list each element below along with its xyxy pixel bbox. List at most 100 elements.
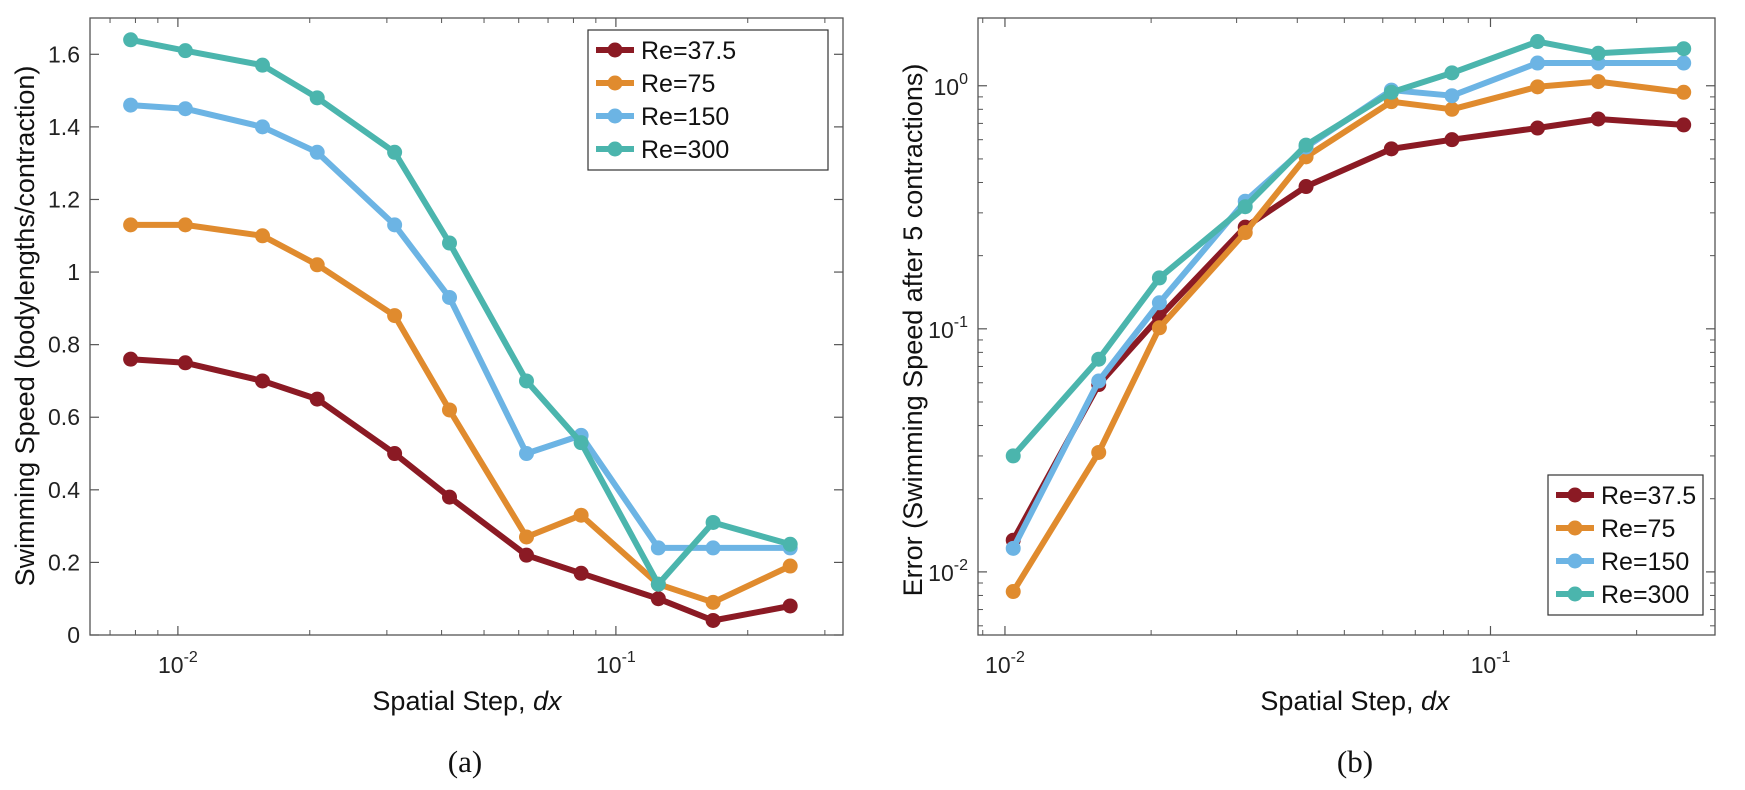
data-point-re-75	[1590, 74, 1606, 90]
data-point-re-150	[387, 217, 403, 233]
data-point-re-37-5	[1676, 117, 1692, 133]
data-point-re-37-5	[518, 547, 534, 563]
data-point-re-37-5	[1298, 179, 1314, 195]
data-point-re-75	[1151, 320, 1167, 336]
data-point-re-75	[442, 402, 458, 418]
legend-label: Re=37.5	[1601, 482, 1696, 510]
data-point-re-37-5	[1383, 141, 1399, 157]
data-point-re-37-5	[705, 612, 721, 628]
y-tick-label: 0.2	[48, 549, 80, 575]
data-point-re-37-5	[177, 355, 193, 371]
data-point-re-37-5	[123, 351, 139, 367]
data-point-re-300	[309, 90, 325, 106]
data-point-re-150	[1676, 55, 1692, 71]
series-line-re-300	[1010, 38, 1687, 459]
legend-label: Re=300	[1601, 581, 1689, 609]
data-point-re-37-5	[1444, 132, 1460, 148]
data-point-re-37-5	[573, 565, 589, 581]
data-point-re-37-5	[309, 391, 325, 407]
data-point-re-150	[254, 119, 270, 135]
data-point-re-150	[705, 540, 721, 556]
plot-a-series	[123, 32, 798, 628]
data-point-re-75	[1530, 79, 1546, 95]
y-tick-label: 1	[67, 259, 80, 285]
legend-marker	[607, 75, 623, 91]
data-point-re-37-5	[254, 373, 270, 389]
legend-label: Re=37.5	[641, 37, 736, 65]
data-point-re-300	[1298, 137, 1314, 153]
x-tick-label: 10-2	[985, 649, 1025, 678]
legend-marker	[607, 42, 623, 58]
x-tick-label: 10-1	[1471, 649, 1511, 678]
legend-label: Re=75	[641, 70, 715, 98]
y-tick-label: 1.4	[48, 114, 80, 140]
legend-marker	[607, 141, 623, 157]
data-point-re-75	[1676, 84, 1692, 100]
data-point-re-150	[309, 144, 325, 160]
data-point-re-150	[1005, 540, 1021, 556]
data-point-re-75	[705, 594, 721, 610]
legend-marker	[1567, 586, 1583, 602]
plot-b-legend: Re=37.5 Re=75 Re=150 Re=300	[1547, 474, 1704, 616]
data-point-re-75	[1237, 225, 1253, 241]
data-point-re-300	[1676, 41, 1692, 57]
data-point-re-37-5	[1530, 120, 1546, 136]
data-point-re-300	[650, 576, 666, 592]
y-tick-label: 0.8	[48, 332, 80, 358]
y-tick-label: 0.4	[48, 477, 80, 503]
data-point-re-37-5	[1590, 111, 1606, 127]
data-point-re-300	[1530, 34, 1546, 50]
plot-a-xlabel: Spatial Step, dx	[372, 686, 563, 716]
legend-label: Re=75	[1601, 515, 1675, 543]
data-point-re-75	[387, 308, 403, 324]
data-point-re-75	[309, 257, 325, 273]
data-point-re-300	[442, 235, 458, 251]
legend-marker	[1567, 553, 1583, 569]
legend-label: Re=150	[1601, 548, 1689, 576]
y-tick-label: 100	[934, 71, 969, 100]
x-tick-label: 10-1	[596, 649, 636, 678]
data-point-re-37-5	[442, 489, 458, 505]
data-point-re-300	[705, 514, 721, 530]
data-point-re-300	[254, 57, 270, 73]
data-point-re-300	[1237, 199, 1253, 215]
data-point-re-150	[1530, 55, 1546, 71]
data-point-re-300	[387, 144, 403, 160]
data-point-re-150	[442, 289, 458, 305]
data-point-re-37-5	[387, 446, 403, 462]
legend-label: Re=300	[641, 136, 729, 164]
data-point-re-75	[573, 507, 589, 523]
data-point-re-75	[1091, 444, 1107, 460]
panel-b-caption: (b)	[1337, 744, 1373, 779]
data-point-re-300	[1005, 448, 1021, 464]
data-point-re-300	[1091, 351, 1107, 367]
panel-a-caption: (a)	[448, 744, 482, 779]
y-tick-label: 0	[67, 622, 80, 648]
data-point-re-300	[1151, 270, 1167, 286]
data-point-re-300	[1444, 65, 1460, 81]
data-point-re-300	[1590, 45, 1606, 61]
data-point-re-150	[1091, 373, 1107, 389]
series-line-re-75	[1010, 78, 1687, 595]
data-point-re-300	[518, 373, 534, 389]
series-line-re-37-5	[1010, 116, 1687, 544]
legend-marker	[607, 108, 623, 124]
plot-a-ticks: 10-2 10-1 0 0.2 0.4 0.6 0.8 1 1.2 1.4 1.6	[48, 18, 843, 678]
data-point-re-300	[573, 435, 589, 451]
y-tick-label: 10-1	[928, 314, 968, 343]
plot-b-ticks: 10-2 10-1 10-2 10-1 100	[928, 18, 1715, 678]
data-point-re-300	[177, 43, 193, 59]
legend-label: Re=150	[641, 103, 729, 131]
plot-b-series	[1005, 34, 1692, 600]
data-point-re-75	[123, 217, 139, 233]
data-point-re-300	[1383, 84, 1399, 100]
data-point-re-150	[1444, 88, 1460, 104]
data-point-re-300	[782, 536, 798, 552]
data-point-re-75	[1005, 584, 1021, 600]
data-point-re-150	[1151, 295, 1167, 311]
data-point-re-75	[518, 529, 534, 545]
data-point-re-150	[518, 446, 534, 462]
data-point-re-75	[254, 228, 270, 244]
